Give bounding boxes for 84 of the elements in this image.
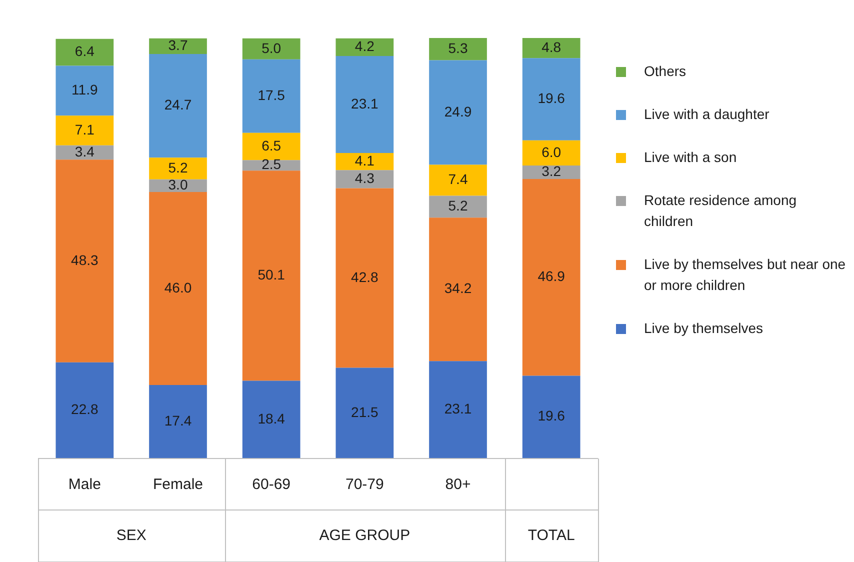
data-label: 4.8 <box>542 38 562 55</box>
bar <box>149 192 207 385</box>
data-label: 4.2 <box>354 38 375 54</box>
data-label: 7.1 <box>74 121 95 138</box>
legend-label: Others <box>644 62 686 81</box>
text: TOTAL <box>528 527 575 544</box>
data-label: 3.2 <box>542 163 562 180</box>
bar <box>149 158 207 180</box>
bar <box>522 376 580 458</box>
bar <box>336 368 394 458</box>
bar <box>56 160 114 362</box>
data-label: 48.3 <box>71 252 99 268</box>
data-label: 2.5 <box>262 156 282 172</box>
x-tick-label: 60-69 <box>252 476 291 494</box>
bar <box>336 38 394 56</box>
data-label: 5.2 <box>168 159 188 176</box>
data-label: 19.6 <box>538 90 566 106</box>
bar <box>522 178 580 376</box>
bar <box>56 116 114 146</box>
data-label: 6.4 <box>74 43 95 60</box>
bar <box>336 170 394 188</box>
bar <box>429 196 487 218</box>
bar <box>242 59 300 133</box>
bar <box>56 66 114 116</box>
data-label: 22.8 <box>71 401 99 418</box>
data-label: 6.5 <box>262 137 282 154</box>
bar <box>336 188 394 368</box>
bar <box>429 38 487 60</box>
data-label: 23.1 <box>444 400 472 416</box>
bar <box>149 38 207 54</box>
x-tick-label: Male <box>68 476 101 494</box>
data-label: 4.1 <box>354 152 375 168</box>
legend-label: Live by themselves <box>644 319 764 338</box>
x-tick-label: Female <box>152 476 204 494</box>
bar <box>336 56 394 153</box>
bar <box>429 60 487 165</box>
data-label: 23.1 <box>351 95 379 112</box>
bar <box>149 54 207 158</box>
x-tick-label: 70-79 <box>345 476 384 494</box>
bar <box>522 58 580 140</box>
data-label: 6.0 <box>542 144 562 160</box>
data-label: 5.3 <box>448 40 468 56</box>
data-label: 3.0 <box>168 176 188 193</box>
data-label: 34.2 <box>444 280 472 296</box>
bar <box>522 38 580 58</box>
bar <box>429 218 487 362</box>
text: AGE GROUP <box>319 527 410 544</box>
legend-label: Live with a daughter <box>644 105 770 124</box>
data-label: 42.8 <box>351 268 379 285</box>
bar <box>242 160 300 171</box>
legend-label: Live with a son <box>644 148 737 167</box>
bar <box>522 140 580 166</box>
data-label: 5.2 <box>448 198 468 214</box>
bar <box>56 38 114 66</box>
bar <box>429 361 487 458</box>
data-label: 7.4 <box>448 171 468 188</box>
bar <box>242 170 300 381</box>
legend-label: Rotate residence among children <box>644 191 798 231</box>
data-label: 19.6 <box>538 408 566 424</box>
data-label: 24.9 <box>444 103 472 120</box>
data-label: 5.0 <box>262 40 282 56</box>
bar <box>149 384 207 458</box>
legend-label: Live by themselves but near one or more children <box>644 255 846 295</box>
bar <box>429 164 487 196</box>
data-label: 50.1 <box>258 266 286 283</box>
data-label: 4.3 <box>354 170 375 186</box>
data-label: 21.5 <box>351 404 379 420</box>
data-label: 18.4 <box>258 410 286 426</box>
bar <box>242 38 300 60</box>
data-label: 46.0 <box>164 279 192 296</box>
x-tick-label: 80+ <box>445 476 471 494</box>
data-label: 3.4 <box>74 143 95 160</box>
data-label: 3.7 <box>168 37 188 54</box>
data-label: 24.7 <box>164 96 192 113</box>
bar <box>522 166 580 179</box>
bar <box>242 380 300 458</box>
bar <box>56 362 114 458</box>
data-label: 17.5 <box>258 86 286 103</box>
data-label: 46.9 <box>538 268 566 284</box>
data-label: 11.9 <box>72 82 98 98</box>
data-label: 17.4 <box>164 412 192 428</box>
bar <box>336 152 394 170</box>
bar <box>242 132 300 160</box>
text: SEX <box>116 527 146 544</box>
